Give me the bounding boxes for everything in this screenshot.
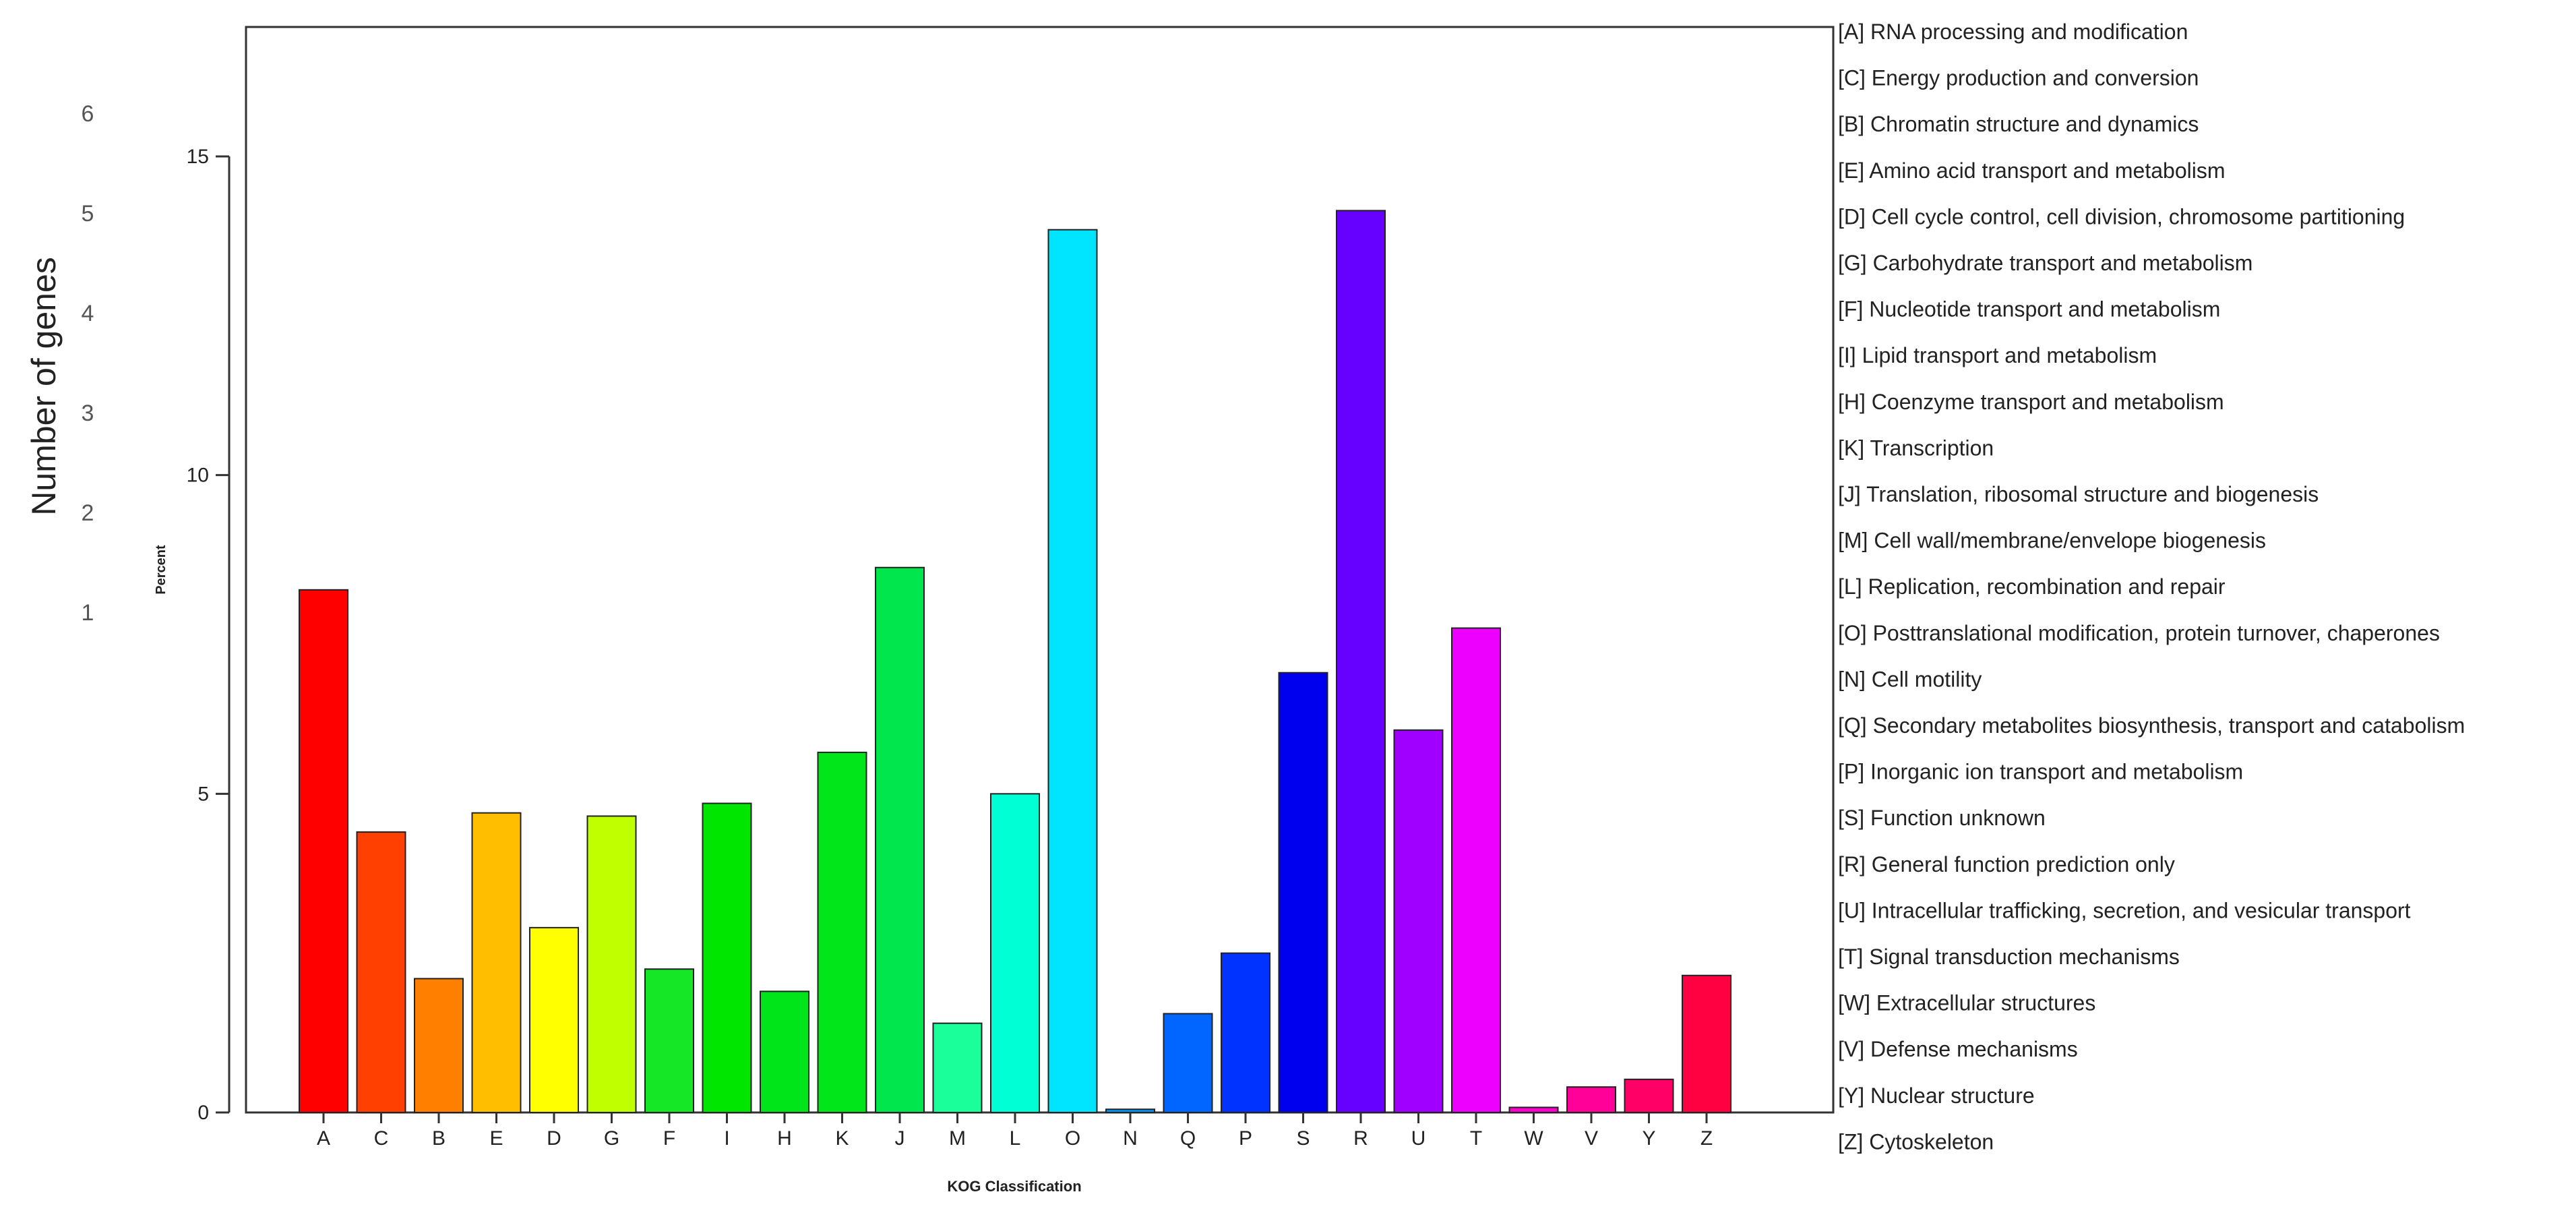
bar-B xyxy=(414,978,464,1113)
x-tick-label-I: I xyxy=(724,1127,729,1150)
bar-R xyxy=(1336,210,1386,1113)
legend-entry: [G] Carbohydrate transport and metabolis… xyxy=(1838,251,2252,275)
y-tick-label: 5 xyxy=(197,783,209,805)
x-tick-label-C: C xyxy=(374,1127,389,1150)
x-tick-label-L: L xyxy=(1010,1127,1021,1150)
bar-H xyxy=(760,990,809,1114)
legend-entry: [Q] Secondary metabolites biosynthesis, … xyxy=(1838,713,2465,738)
secondary-tick-label: 5 xyxy=(82,201,94,227)
y-axis-label: Percent xyxy=(154,545,168,595)
secondary-tick-label: 1 xyxy=(82,600,94,626)
y-tick-label: 0 xyxy=(197,1102,209,1124)
bar-U xyxy=(1393,729,1444,1114)
bar-A xyxy=(299,589,348,1113)
legend-entry: [O] Posttranslational modification, prot… xyxy=(1838,621,2440,645)
secondary-tick-label: 2 xyxy=(82,500,94,526)
legend-entry: [W] Extracellular structures xyxy=(1838,991,2095,1015)
x-tick-label-A: A xyxy=(317,1127,330,1150)
legend-entry: [D] Cell cycle control, cell division, c… xyxy=(1838,204,2405,229)
legend-entry: [A] RNA processing and modification xyxy=(1838,20,2188,44)
legend-entry: [R] General function prediction only xyxy=(1838,852,2175,876)
x-tick-label-V: V xyxy=(1585,1127,1598,1150)
secondary-tick-label: 6 xyxy=(82,101,94,127)
legend-entry: [F] Nucleotide transport and metabolism xyxy=(1838,297,2220,322)
x-tick-label-Q: Q xyxy=(1180,1127,1196,1150)
x-tick-label-D: D xyxy=(547,1127,561,1150)
legend-entry: [K] Transcription xyxy=(1838,436,1994,460)
bar-C xyxy=(356,831,406,1113)
legend-entry: [B] Chromatin structure and dynamics xyxy=(1838,112,2199,136)
secondary-tick-label: 4 xyxy=(82,301,94,326)
x-tick-label-O: O xyxy=(1065,1127,1080,1150)
legend: [A] RNA processing and modification [C] E… xyxy=(1838,20,2465,1154)
legend-entry: [M] Cell wall/membrane/envelope biogenes… xyxy=(1838,529,2266,553)
bar-J xyxy=(875,566,925,1113)
bar-S xyxy=(1278,672,1328,1113)
bar-M xyxy=(932,1022,983,1113)
bar-Z xyxy=(1682,974,1731,1113)
x-tick-label-P: P xyxy=(1239,1127,1252,1150)
legend-entry: [C] Energy production and conversion xyxy=(1838,66,2199,90)
bar-P xyxy=(1221,952,1270,1113)
legend-entry: [P] Inorganic ion transport and metaboli… xyxy=(1838,760,2243,784)
x-tick-label-F: F xyxy=(663,1127,675,1150)
bar-G xyxy=(586,815,637,1114)
legend-entry: [Z] Cytoskeleton xyxy=(1838,1129,1994,1154)
x-tick-label-N: N xyxy=(1123,1127,1138,1150)
x-tick-label-E: E xyxy=(489,1127,503,1150)
legend-entry: [L] Replication, recombination and repai… xyxy=(1838,574,2226,599)
bar-O xyxy=(1047,229,1098,1113)
secondary-axis-label: Number of genes xyxy=(25,257,63,516)
x-tick-label-H: H xyxy=(777,1127,792,1150)
x-tick-label-S: S xyxy=(1296,1127,1310,1150)
x-tick-label-J: J xyxy=(895,1127,905,1150)
legend-entry: [N] Cell motility xyxy=(1838,667,1982,691)
bar-F xyxy=(644,968,694,1114)
bar-N xyxy=(1105,1108,1155,1113)
bar-Q xyxy=(1163,1013,1213,1114)
bar-W xyxy=(1508,1106,1559,1114)
x-tick-label-R: R xyxy=(1353,1127,1368,1150)
x-tick-label-Z: Z xyxy=(1700,1127,1713,1150)
legend-entry: [I] Lipid transport and metabolism xyxy=(1838,343,2157,367)
legend-entry: [H] Coenzyme transport and metabolism xyxy=(1838,390,2224,414)
x-tick-label-U: U xyxy=(1411,1127,1426,1150)
bar-I xyxy=(702,802,752,1113)
x-tick-label-W: W xyxy=(1524,1127,1543,1150)
y-tick-label: 10 xyxy=(187,465,209,487)
legend-entry: [V] Defense mechanisms xyxy=(1838,1037,2078,1061)
secondary-axis: 1 2 3 4 5 6 xyxy=(82,101,94,626)
legend-entry: [J] Translation, ribosomal structure and… xyxy=(1838,482,2319,506)
bar-V xyxy=(1566,1086,1616,1113)
y-axis-ticks: 0 5 10 15 xyxy=(187,146,229,1124)
legend-entry: [T] Signal transduction mechanisms xyxy=(1838,945,2180,969)
bars xyxy=(299,210,1731,1114)
bar-T xyxy=(1451,627,1501,1113)
x-tick-label-K: K xyxy=(835,1127,849,1150)
legend-entry: [E] Amino acid transport and metabolism xyxy=(1838,158,2226,183)
x-tick-label-B: B xyxy=(432,1127,446,1150)
secondary-tick-label: 3 xyxy=(82,400,94,426)
legend-entry: [U] Intracellular trafficking, secretion… xyxy=(1838,898,2411,922)
bar-Y xyxy=(1624,1078,1674,1113)
bar-K xyxy=(817,751,867,1114)
legend-entry: [Y] Nuclear structure xyxy=(1838,1083,2035,1108)
bar-E xyxy=(471,812,522,1114)
y-tick-label: 15 xyxy=(187,146,209,168)
x-tick-label-T: T xyxy=(1470,1127,1482,1150)
x-tick-label-M: M xyxy=(949,1127,966,1150)
bar-D xyxy=(529,926,579,1114)
x-axis-label: KOG Classification xyxy=(947,1178,1081,1195)
bar-L xyxy=(990,793,1040,1114)
x-tick-label-Y: Y xyxy=(1642,1127,1655,1150)
x-tick-label-G: G xyxy=(604,1127,619,1150)
legend-entry: [S] Function unknown xyxy=(1838,806,2046,830)
